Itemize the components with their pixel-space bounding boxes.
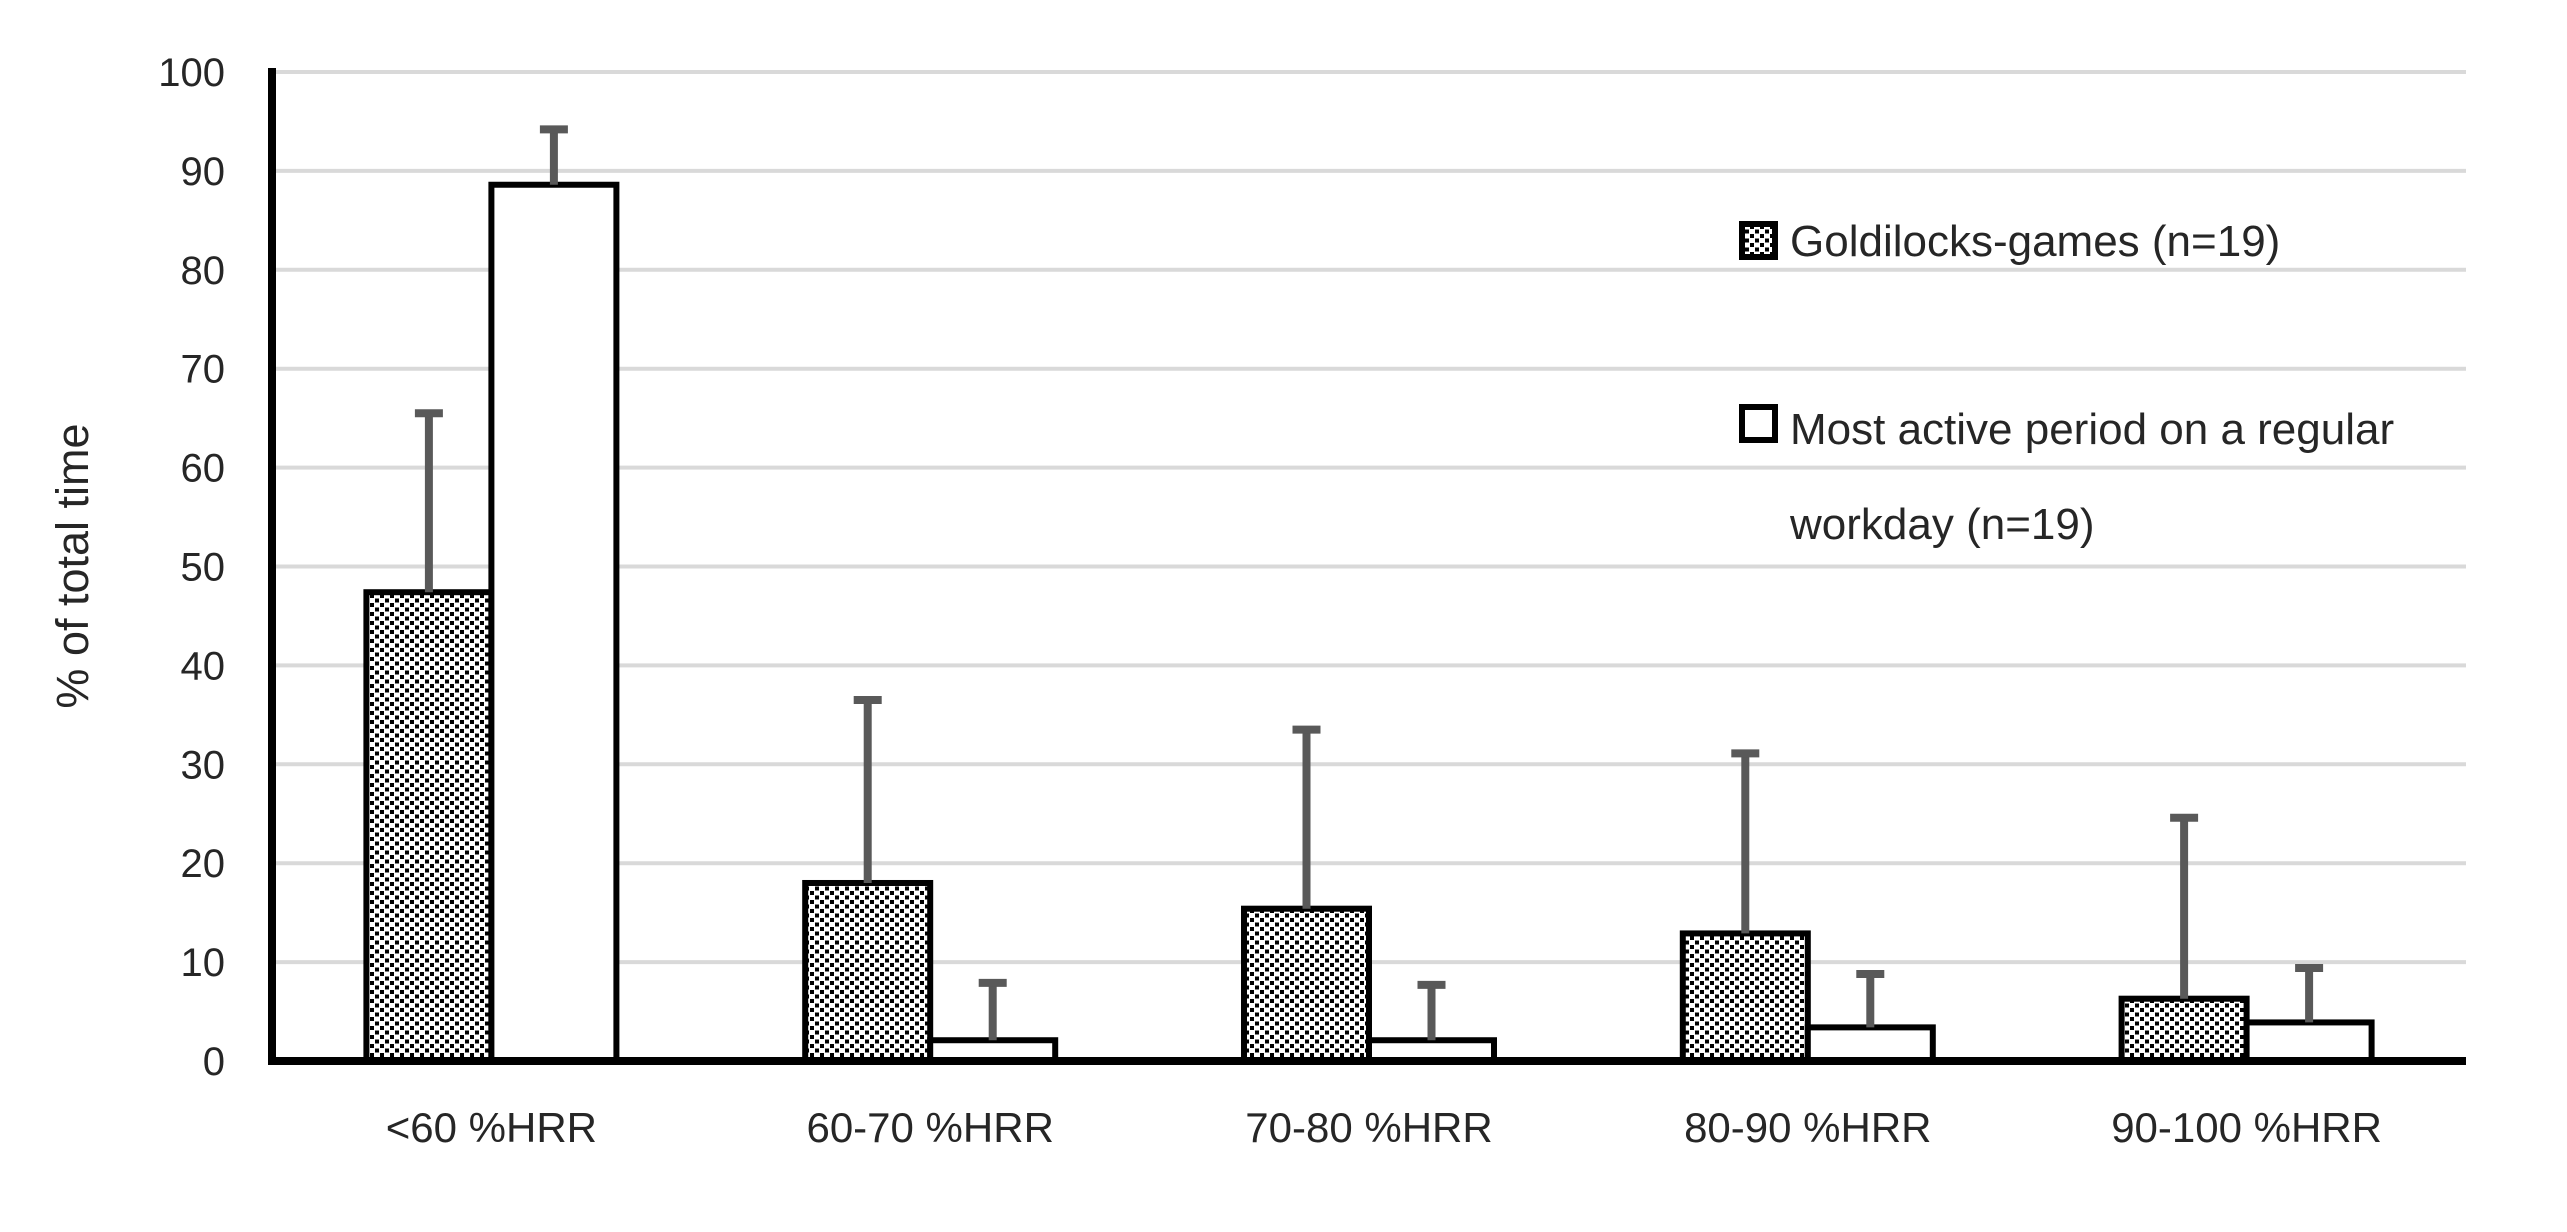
legend-label-most-active-period-line2: workday (n=19)	[1789, 500, 2094, 549]
legend-swatch-most-active-period	[1739, 404, 1778, 443]
legend-swatch-goldilocks-games	[1739, 221, 1778, 260]
y-tick-label-70: 70	[181, 348, 226, 392]
y-tick-label-30: 30	[181, 743, 226, 787]
y-tick-label-100: 100	[158, 51, 225, 95]
x-category-label-3: 70-80 %HRR	[1245, 1104, 1492, 1151]
legend-label-goldilocks-games-line1: Goldilocks-games (n=19)	[1790, 217, 2280, 266]
bar-most-active-period-cat4	[1804, 1024, 1936, 1065]
x-category-label-1: <60 %HRR	[386, 1104, 597, 1151]
bar-goldilocks-games-cat2	[802, 879, 934, 1064]
bar-goldilocks-games-cat4	[1679, 930, 1811, 1065]
x-category-label-5: 90-100 %HRR	[2111, 1104, 2382, 1151]
x-category-label-2: 60-70 %HRR	[806, 1104, 1053, 1151]
bar-goldilocks-games-cat5	[2118, 995, 2250, 1064]
y-tick-label-90: 90	[181, 150, 226, 194]
y-tick-label-10: 10	[181, 941, 226, 985]
legend-label-most-active-period-line1: Most active period on a regular	[1790, 405, 2394, 454]
bar-most-active-period-cat1	[488, 181, 620, 1065]
bar-most-active-period-cat5	[2243, 1019, 2375, 1065]
y-tick-label-0: 0	[203, 1040, 225, 1084]
y-tick-label-60: 60	[181, 447, 226, 491]
y-axis-title: % of total time	[47, 423, 98, 708]
x-category-label-4: 80-90 %HRR	[1684, 1104, 1931, 1151]
y-tick-label-50: 50	[181, 546, 226, 590]
y-tick-label-80: 80	[181, 249, 226, 293]
y-tick-label-20: 20	[181, 842, 226, 886]
bar-goldilocks-games-cat3	[1241, 905, 1372, 1064]
y-tick-label-40: 40	[181, 644, 226, 688]
bar-goldilocks-games-cat1	[363, 589, 495, 1064]
